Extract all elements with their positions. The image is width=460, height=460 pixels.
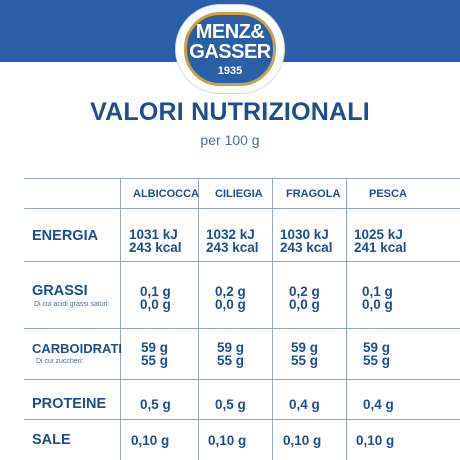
table-rule [24,328,460,329]
cell-proteine-ciliegia: 0,5 g [215,397,246,412]
row-label-proteine: PROTEINE [32,396,107,412]
cell-energia-fragola: 1030 kJ 243 kcal [280,227,333,255]
cell-energia-pesca: 1025 kJ 241 kcal [354,227,407,255]
column-header-fragola: FRAGOLA [286,188,341,200]
row-label-sale: SALE [32,432,71,448]
cell-sale-fragola: 0,10 g [283,433,322,448]
cell-carboidrati-fragola: 59 g 55 g [291,340,319,368]
cell-energia-ciliegia: 1032 kJ 243 kcal [206,227,259,255]
cell-grassi-fragola: 0,2 g 0,0 g [289,284,320,312]
brand-logo-badge: MENZ& GASSER 1935 [184,12,276,86]
brand-logo-line2: GASSER [189,41,271,63]
cell-proteine-albicocca: 0,5 g [140,397,171,412]
table-column-rule [198,178,199,460]
row-label-carboidrati: CARBOIDRATI [32,341,123,356]
nutrition-table: ALBICOCCA CILIEGIA FRAGOLA PESCA ENERGIA… [24,178,460,460]
row-sublabel-grassi: Di cui acidi grassi saturi: [34,301,110,308]
table-rule [24,419,460,420]
cell-sale-ciliegia: 0,10 g [208,433,247,448]
table-rule [24,379,460,380]
page-title: VALORI NUTRIZIONALI [90,98,370,126]
table-rule [24,261,460,262]
cell-grassi-ciliegia: 0,2 g 0,0 g [215,284,246,312]
table-column-rule [346,178,347,460]
cell-carboidrati-pesca: 59 g 55 g [363,340,391,368]
row-label-energia: ENERGIA [32,228,99,244]
cell-grassi-pesca: 0,1 g 0,0 g [362,284,393,312]
brand-logo: MENZ& GASSER 1935 [176,5,284,93]
cell-grassi-albicocca: 0,1 g 0,0 g [140,284,171,312]
row-sublabel-carboidrati: Di cui zuccheri: [36,358,84,365]
page-subtitle: per 100 g [200,132,260,148]
cell-sale-albicocca: 0,10 g [131,433,170,448]
cell-carboidrati-albicocca: 59 g 55 g [141,340,169,368]
cell-energia-albicocca: 1031 kJ 243 kcal [129,227,182,255]
brand-logo-year: 1935 [217,65,243,77]
cell-carboidrati-ciliegia: 59 g 55 g [217,340,245,368]
column-header-pesca: PESCA [369,188,407,200]
column-header-albicocca: ALBICOCCA [133,188,199,200]
cell-proteine-fragola: 0,4 g [289,397,320,412]
table-rule [24,208,460,209]
row-label-grassi: GRASSI [32,283,88,299]
cell-sale-pesca: 0,10 g [356,433,395,448]
table-column-rule [120,178,121,460]
table-rule [24,178,460,179]
table-column-rule [272,178,273,460]
column-header-ciliegia: CILIEGIA [215,188,263,200]
brand-logo-line1: MENZ& [195,21,265,43]
cell-proteine-pesca: 0,4 g [363,397,394,412]
